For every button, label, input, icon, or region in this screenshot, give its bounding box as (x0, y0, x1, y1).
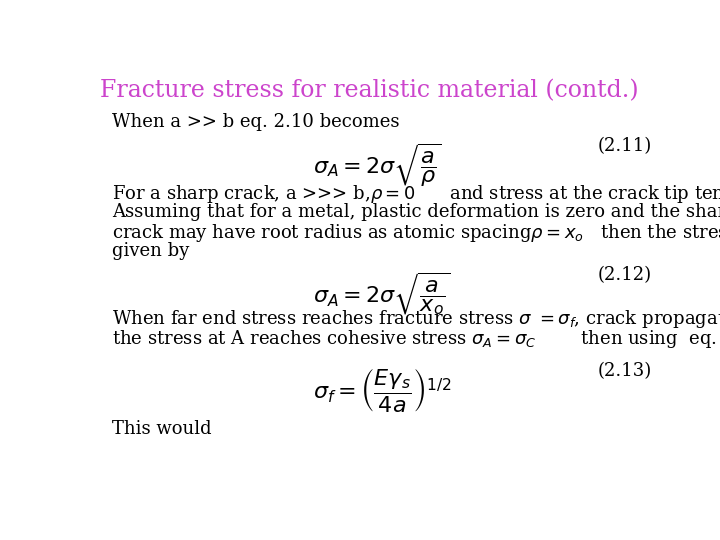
Text: When a >> b eq. 2.10 becomes: When a >> b eq. 2.10 becomes (112, 113, 400, 131)
Text: (2.11): (2.11) (598, 138, 652, 156)
Text: $\sigma_A = 2\sigma\sqrt{\dfrac{a}{\rho}}$: $\sigma_A = 2\sigma\sqrt{\dfrac{a}{\rho}… (313, 141, 442, 189)
Text: $\sigma_f = \left(\dfrac{E\gamma_s}{4a}\right)^{1/2}$: $\sigma_f = \left(\dfrac{E\gamma_s}{4a}\… (313, 366, 451, 414)
Text: (2.13): (2.13) (598, 362, 652, 380)
Text: crack may have root radius as atomic spacing$\rho = x_o$   then the stress  is: crack may have root radius as atomic spa… (112, 222, 720, 245)
Text: the stress at A reaches cohesive stress $\sigma_A = \sigma_C$        then using : the stress at A reaches cohesive stress … (112, 328, 720, 349)
Text: When far end stress reaches fracture stress $\sigma\ = \sigma_f$, crack propagat: When far end stress reaches fracture str… (112, 308, 720, 330)
Text: For a sharp crack, a >>> b,$\rho = 0$      and stress at the crack tip tends to : For a sharp crack, a >>> b,$\rho = 0$ an… (112, 183, 720, 205)
Text: given by: given by (112, 242, 189, 260)
Text: $\sigma_A = 2\sigma\sqrt{\dfrac{a}{x_o}}$: $\sigma_A = 2\sigma\sqrt{\dfrac{a}{x_o}}… (313, 271, 451, 317)
Text: This would: This would (112, 420, 212, 438)
Text: Fracture stress for realistic material (contd.): Fracture stress for realistic material (… (99, 79, 639, 103)
Text: Assuming that for a metal, plastic deformation is zero and the sharpest: Assuming that for a metal, plastic defor… (112, 203, 720, 221)
Text: (2.12): (2.12) (598, 266, 652, 285)
